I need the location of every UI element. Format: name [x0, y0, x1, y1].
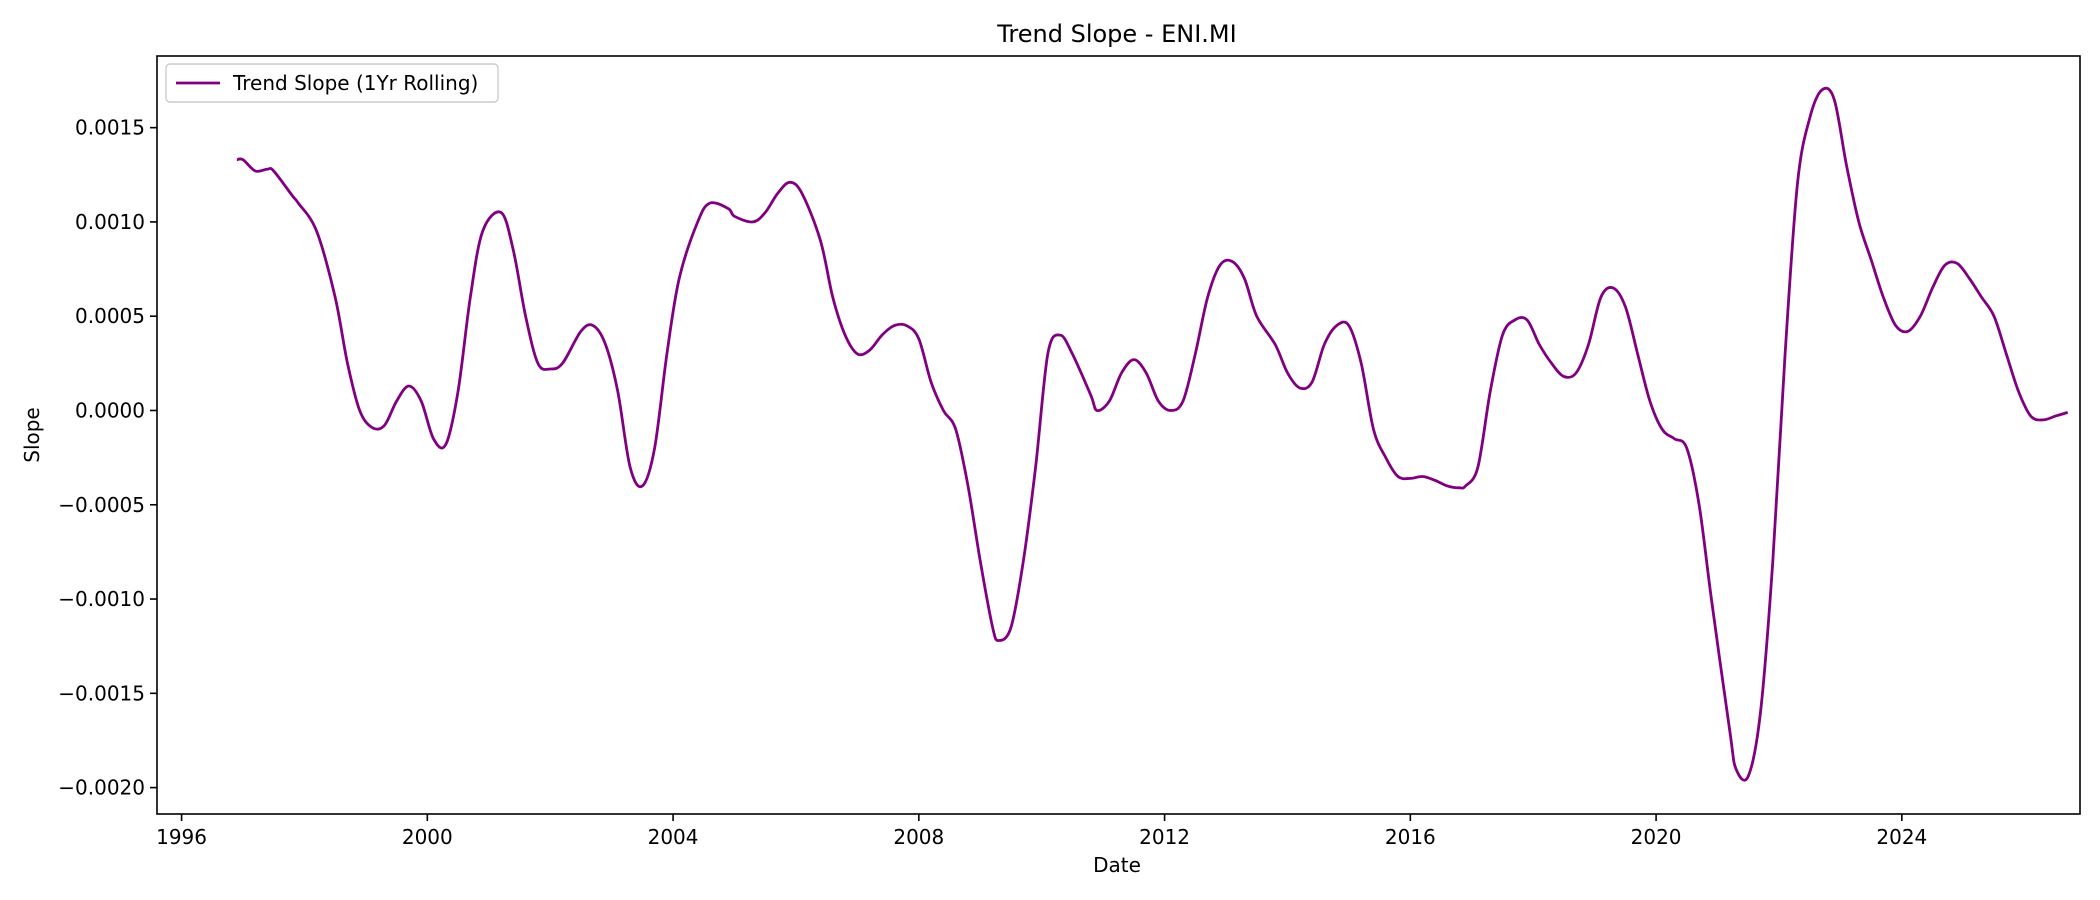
- y-tick-label: 0.0015: [75, 116, 145, 140]
- y-tick-label: 0.0005: [75, 304, 145, 328]
- y-axis-label: Slope: [20, 407, 44, 463]
- legend: Trend Slope (1Yr Rolling): [165, 63, 499, 103]
- legend-label: Trend Slope (1Yr Rolling): [232, 71, 478, 95]
- x-tick-label: 2004: [648, 825, 699, 849]
- chart-title: Trend Slope - ENI.MI: [996, 20, 1236, 48]
- x-tick-label: 2024: [1876, 825, 1927, 849]
- trend-slope-series-line: [236, 86, 2069, 782]
- x-tick-label: 2000: [402, 825, 453, 849]
- x-tick-label: 2020: [1631, 825, 1682, 849]
- x-tick-label: 2012: [1139, 825, 1190, 849]
- y-axis-ticks: 0.0015 0.0010 0.0005 0.0000 −0.0005 −0.0010 −0…: [58, 116, 157, 800]
- series-line-group: [236, 86, 2069, 782]
- y-tick-label: −0.0010: [58, 587, 145, 611]
- x-tick-label: 2016: [1385, 825, 1436, 849]
- plot-area-frame: [156, 55, 2081, 815]
- x-axis-ticks: 1996 2000 2004 2008 2012 2016 2020 2024: [156, 814, 1927, 849]
- y-tick-label: −0.0020: [58, 776, 145, 800]
- x-tick-label: 2008: [893, 825, 944, 849]
- x-axis-label: Date: [1093, 853, 1141, 877]
- y-tick-label: −0.0015: [58, 681, 145, 705]
- y-tick-label: 0.0010: [75, 210, 145, 234]
- y-tick-label: 0.0000: [75, 398, 145, 422]
- legend-box: [165, 63, 499, 103]
- x-tick-label: 1996: [156, 825, 207, 849]
- y-tick-label: −0.0005: [58, 493, 145, 517]
